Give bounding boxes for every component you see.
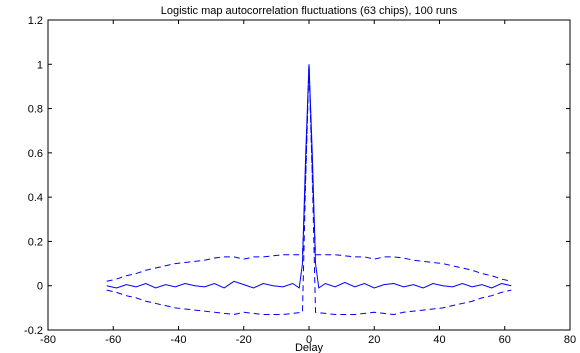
y-tick-label: 1 [37, 59, 43, 71]
lower-dashed-envelope-line [106, 64, 512, 316]
y-tick-label: 0.8 [28, 104, 43, 116]
y-tick-label: 1.2 [28, 15, 43, 27]
x-tick-label: 60 [499, 334, 511, 346]
x-tick-label: -20 [236, 334, 252, 346]
x-tick-label: 20 [368, 334, 380, 346]
upper-dashed-envelope-line [106, 64, 512, 282]
x-tick-label: 80 [564, 334, 576, 346]
x-tick-label: 0 [306, 334, 312, 346]
y-tick-label: 0.4 [28, 192, 43, 204]
x-tick-label: -40 [171, 334, 187, 346]
mean-autocorrelation-line [106, 64, 512, 289]
series-layer [106, 64, 512, 316]
y-tick-label: 0 [37, 281, 43, 293]
x-tick-label: -80 [40, 334, 56, 346]
x-axis-label: Delay [295, 342, 324, 353]
y-tick-label: 0.2 [28, 236, 43, 248]
tick-layer: -80 -60 -40 -20 0 20 40 60 80 -0.2 0 0.2 0.4 0.6 0.8 1 1… [24, 15, 576, 346]
x-tick-label: -60 [105, 334, 121, 346]
y-tick-label: 0.6 [28, 148, 43, 160]
chart-title: Logistic map autocorrelation fluctuation… [161, 5, 458, 17]
y-tick-label: -0.2 [24, 325, 43, 337]
x-tick-label: 40 [433, 334, 445, 346]
